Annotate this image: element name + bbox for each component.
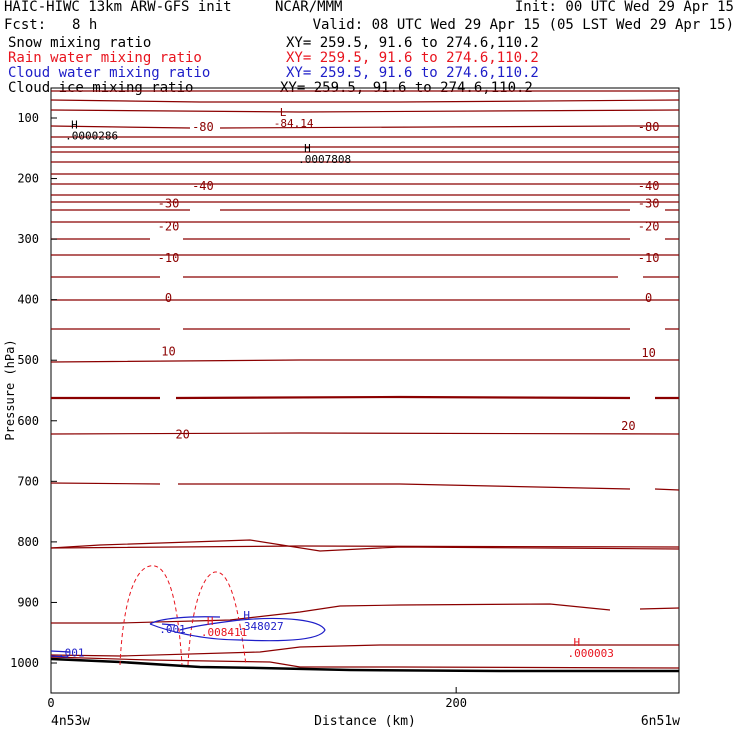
temperature-contour-label: -30 (158, 196, 180, 210)
temp-contour-line (50, 482, 680, 491)
y-axis: 100 200 300 400 500 600 700 800 900 1000 (10, 111, 57, 670)
temp-contour-line (51, 395, 679, 400)
extremum-value: .008411 (201, 626, 247, 639)
cloud-water-contours (50, 616, 326, 658)
x-axis-label: Distance (km) (314, 714, 416, 729)
field-xy-cloud-water: XY= 259.5, 91.6 to 274.6,110.2 (286, 65, 539, 81)
cloud-water-label: .001 (58, 647, 85, 660)
terrain-line (50, 657, 679, 673)
extremum-type: H (304, 142, 311, 155)
cloud-contour-line (149, 617, 326, 642)
y-tick-label: 300 (17, 232, 39, 246)
cloud-contour-line (50, 650, 71, 658)
temp-contour-line (50, 359, 679, 363)
valid-time: Valid: 08 UTC Wed 29 Apr 15 (05 LST Wed … (312, 17, 734, 33)
rain-water-contours (119, 565, 247, 666)
extremum-type: H (574, 636, 581, 649)
rain-contour-line (119, 565, 183, 666)
temperature-contour-label: 10 (641, 346, 655, 360)
field-label-cloud-water: Cloud water mixing ratio (8, 65, 211, 81)
temp-contour-line (50, 125, 679, 129)
extremum-type: H (71, 118, 78, 131)
temp-contour-line (50, 109, 680, 113)
extremum-value: .000003 (568, 647, 614, 660)
cloud-contour-line (149, 616, 221, 625)
plot-frame (50, 87, 680, 694)
temp-contour-line (50, 644, 679, 657)
right-endpoint-label: 6n51w (641, 714, 680, 729)
temperature-contour-label: -10 (158, 251, 180, 265)
temperature-contour-label: -80 (638, 120, 660, 134)
temperature-contours (50, 90, 680, 669)
temperature-contour-label: -20 (158, 219, 180, 233)
y-tick-label: 400 (17, 293, 39, 307)
temperature-contour-label: 20 (621, 419, 635, 433)
rain-contour-line (187, 571, 247, 666)
y-tick-label: 800 (17, 535, 39, 549)
y-tick-label: 1000 (10, 656, 39, 670)
temp-contour-line (50, 656, 680, 669)
extremum-type: H (207, 615, 214, 628)
extremum-type: H (243, 609, 250, 622)
temperature-contour-label: 10 (161, 345, 175, 359)
y-tick-label: 200 (17, 172, 39, 186)
field-xy-snow: XY= 259.5, 91.6 to 274.6,110.2 (286, 35, 539, 51)
field-label-rain: Rain water mixing ratio (8, 50, 202, 66)
fcst-value: 8 h (72, 17, 98, 33)
y-tick-label: 500 (17, 353, 39, 367)
temperature-contour-label: -10 (638, 251, 660, 265)
extremum-value: -84.14 (274, 117, 314, 130)
model-title: HAIC-HIWC 13km ARW-GFS init (4, 0, 232, 15)
cloud-water-labels: .001 .001 (58, 623, 186, 660)
temperature-contour-label: 0 (165, 291, 172, 305)
y-axis-label: Pressure (hPa) (3, 339, 17, 440)
temperature-contour-label: 0 (645, 291, 652, 305)
field-xy-cloud-ice: XY= 259.5, 91.6 to 274.6,110.2 (280, 80, 533, 96)
extrema-labels: L-84.14H.0000286H.0007808H.008411H.34802… (65, 106, 614, 660)
extremum-value: .0007808 (298, 153, 351, 166)
fcst-label: Fcst: (4, 17, 47, 33)
left-endpoint-label: 4n53w (51, 714, 90, 729)
cloud-water-label: .001 (159, 623, 186, 636)
temp-contour-line (50, 545, 680, 549)
temperature-contour-label: -40 (192, 179, 214, 193)
y-tick-label: 900 (17, 595, 39, 609)
y-tick-label: 100 (17, 111, 39, 125)
org-label: NCAR/MMM (275, 0, 343, 15)
extremum-type: L (280, 106, 287, 119)
temperature-contour-label: 20 (175, 428, 189, 442)
x-tick-label: 0 (47, 696, 54, 710)
x-tick-label: 200 (445, 696, 467, 710)
field-label-snow: Snow mixing ratio (8, 35, 152, 51)
temperature-contour-label: -80 (192, 120, 214, 134)
temperature-contour-label: -30 (638, 196, 660, 210)
temperature-contour-label: -40 (638, 179, 660, 193)
y-tick-label: 700 (17, 474, 39, 488)
temp-contour-line (50, 432, 680, 435)
x-axis: 0 200 (47, 687, 467, 710)
temp-contour-line (50, 539, 680, 552)
extremum-value: .348027 (237, 620, 283, 633)
field-xy-rain: XY= 259.5, 91.6 to 274.6,110.2 (286, 50, 539, 66)
y-tick-label: 600 (17, 414, 39, 428)
init-time: Init: 00 UTC Wed 29 Apr 15 (514, 0, 734, 15)
temperature-contour-label: -20 (638, 219, 660, 233)
temp-contour-line (51, 603, 680, 624)
extremum-value: .0000286 (65, 129, 118, 142)
cloud-contour-line (161, 623, 176, 626)
temperature-labels: -80 -80 -40 -40 -30 -30 -20 -20 -10 -10 0 0 10 10 20 20 (158, 120, 660, 442)
temp-contour-line (50, 99, 680, 103)
